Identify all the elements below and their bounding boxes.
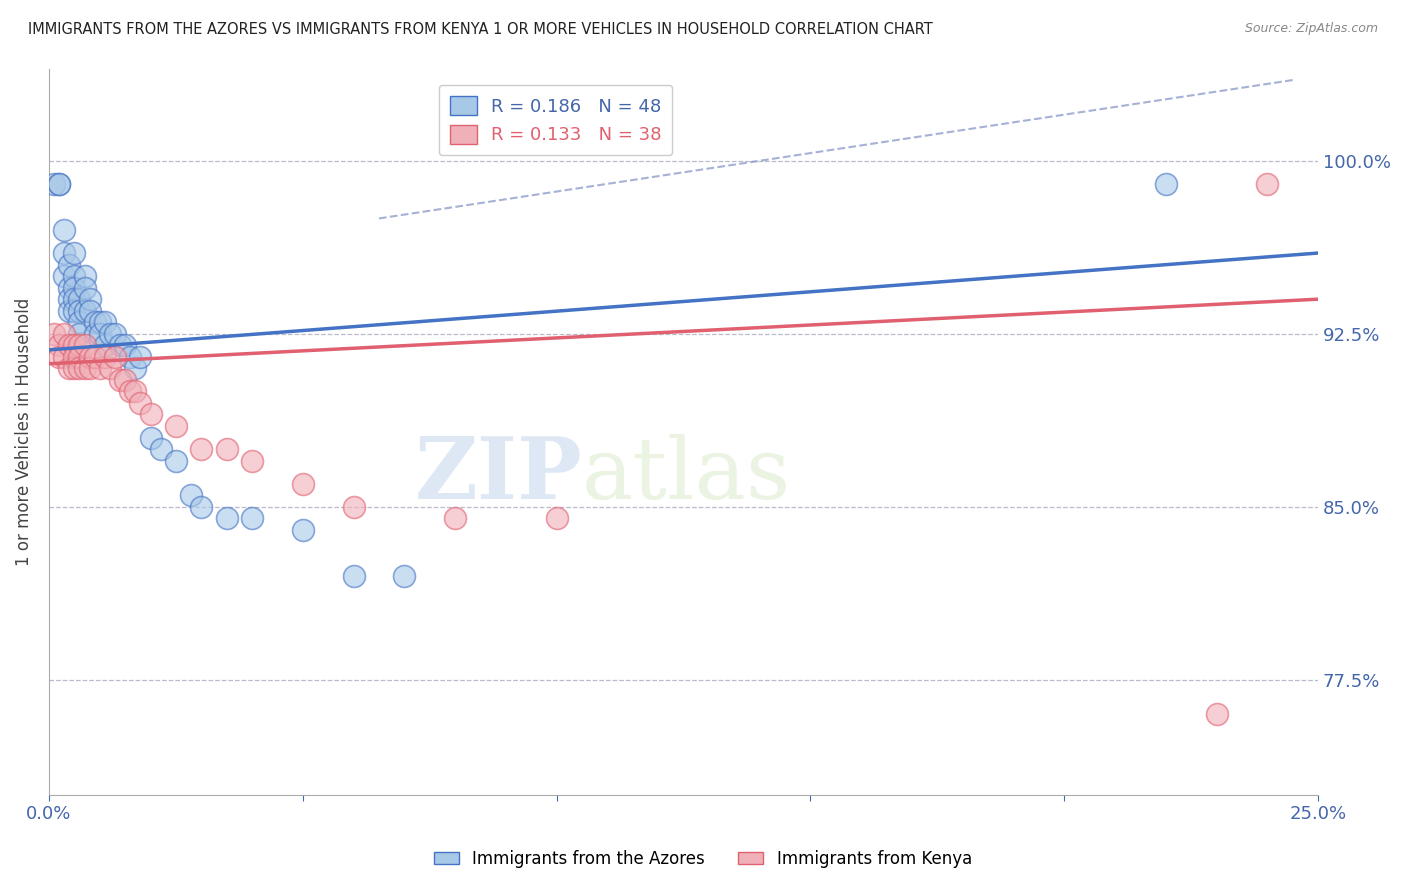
Point (89, 326, 111, 341)
Point (108, 338, 131, 352)
Point (42, 326, 65, 341)
Point (58, 280, 80, 294)
Legend: Immigrants from the Azores, Immigrants from Kenya: Immigrants from the Azores, Immigrants f… (427, 844, 979, 875)
Point (1256, 177, 1278, 191)
Point (546, 511, 568, 525)
Point (79, 350, 101, 364)
Point (73, 303, 96, 318)
Point (94, 338, 117, 352)
Point (58, 303, 80, 318)
Point (53, 269, 76, 284)
Point (129, 350, 152, 364)
Point (83, 326, 105, 341)
Point (83, 315, 105, 329)
Point (53, 350, 76, 364)
Point (58, 338, 80, 352)
Text: Source: ZipAtlas.com: Source: ZipAtlas.com (1244, 22, 1378, 36)
Point (104, 326, 127, 341)
Point (48, 350, 70, 364)
Point (73, 280, 96, 294)
Point (94, 315, 117, 329)
Point (58, 361, 80, 376)
Y-axis label: 1 or more Vehicles in Household: 1 or more Vehicles in Household (15, 298, 32, 566)
Point (114, 338, 136, 352)
Point (108, 373, 131, 387)
Point (120, 384, 142, 399)
Point (42, 177, 65, 191)
Point (1154, 177, 1177, 191)
Point (63, 246, 86, 260)
Point (215, 442, 238, 456)
Point (67, 315, 90, 329)
Point (165, 453, 187, 467)
Point (165, 419, 187, 434)
Point (67, 338, 90, 352)
Point (129, 396, 152, 410)
Point (190, 500, 212, 514)
Point (124, 384, 146, 399)
Point (240, 511, 263, 525)
Point (58, 292, 80, 306)
Point (190, 442, 212, 456)
Point (98, 361, 121, 376)
Point (63, 338, 86, 352)
Point (63, 269, 86, 284)
Point (79, 303, 101, 318)
Point (53, 246, 76, 260)
Point (63, 350, 86, 364)
Point (394, 569, 416, 583)
Point (149, 442, 172, 456)
Point (291, 523, 314, 537)
Point (215, 511, 238, 525)
Point (124, 361, 146, 376)
Point (79, 361, 101, 376)
Point (240, 453, 263, 467)
Point (94, 350, 117, 364)
Point (73, 338, 96, 352)
Point (63, 292, 86, 306)
Point (89, 361, 111, 376)
Point (63, 280, 86, 294)
Point (73, 361, 96, 376)
Point (67, 303, 90, 318)
Point (342, 569, 364, 583)
Point (291, 476, 314, 491)
Text: ZIP: ZIP (415, 434, 582, 517)
Point (63, 361, 86, 376)
Point (58, 258, 80, 272)
Point (139, 408, 162, 422)
Point (180, 488, 202, 502)
Point (342, 500, 364, 514)
Point (67, 350, 90, 364)
Text: atlas: atlas (582, 434, 792, 517)
Point (67, 361, 90, 376)
Point (48, 338, 70, 352)
Point (48, 177, 70, 191)
Legend: R = 0.186   N = 48, R = 0.133   N = 38: R = 0.186 N = 48, R = 0.133 N = 38 (439, 85, 672, 155)
Point (98, 326, 121, 341)
Point (89, 315, 111, 329)
Point (114, 373, 136, 387)
Point (63, 303, 86, 318)
Point (120, 350, 142, 364)
Point (73, 269, 96, 284)
Point (104, 350, 127, 364)
Point (53, 326, 76, 341)
Point (83, 350, 105, 364)
Point (139, 431, 162, 445)
Point (1205, 707, 1227, 722)
Point (48, 177, 70, 191)
Text: IMMIGRANTS FROM THE AZORES VS IMMIGRANTS FROM KENYA 1 OR MORE VEHICLES IN HOUSEH: IMMIGRANTS FROM THE AZORES VS IMMIGRANTS… (28, 22, 932, 37)
Point (79, 292, 101, 306)
Point (444, 511, 467, 525)
Point (53, 223, 76, 237)
Point (67, 326, 90, 341)
Point (67, 292, 90, 306)
